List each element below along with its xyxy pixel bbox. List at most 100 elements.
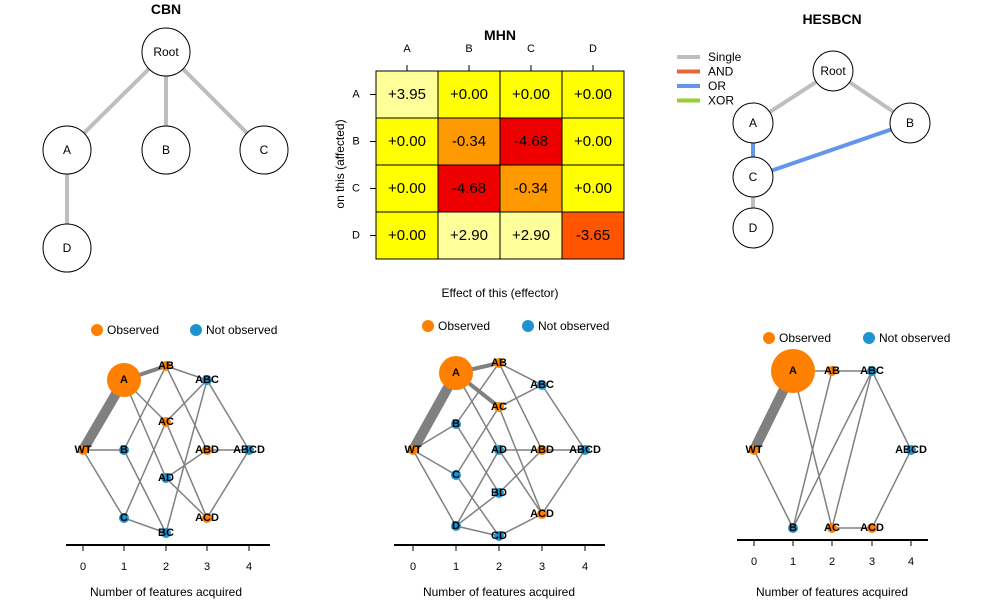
mhn-cell-label: -4.68 (452, 180, 486, 197)
genotype-label-abc: ABC (860, 365, 884, 377)
transition-edge-wt-d (412, 449, 457, 527)
mhn-cell-dc (499, 211, 563, 260)
mhn-panel: MHN +3.95 +0.00 +0.00 +0.00+0.00 -0.34 -4.68 +… (333, 27, 625, 300)
genotype-node-ac (827, 523, 837, 533)
genotype-node-acd (867, 523, 877, 533)
legend-label-and: AND (708, 65, 734, 79)
x-axis-tick-label: 2 (496, 561, 502, 573)
mhn-cell-cd (561, 164, 625, 213)
observed-legend-dot (91, 324, 103, 336)
mhn-row-label: D (352, 230, 360, 242)
genotype-node-acd (202, 513, 212, 523)
genotype-label-ad: AD (158, 472, 174, 484)
transition-edge-c-ac (123, 421, 167, 519)
not-observed-legend-dot (190, 324, 202, 336)
hesbcn-node-label-c: C (749, 170, 758, 184)
genotype-node-wt (749, 445, 759, 455)
transition-edge-b-bc (123, 449, 167, 534)
hesbcn-node-label-b: B (906, 116, 914, 130)
hesbcn-node-label-a: A (749, 116, 757, 130)
cbn-node-a (42, 125, 92, 175)
hesbcn-edge-root-a (768, 80, 818, 114)
genotype-label-wt: WT (74, 444, 91, 456)
transition-edge-ad-acd (498, 449, 543, 515)
genotype-label-a: A (120, 374, 128, 386)
genotype-label-ac: AC (824, 522, 840, 534)
cbn-node-d (42, 223, 92, 273)
transition-edge-wt-c (82, 449, 125, 519)
genotype-label-abd: ABD (195, 444, 219, 456)
mhn-cell-label: +2.90 (450, 227, 488, 244)
genotype-node-b (119, 445, 129, 455)
transition-edge-ac-abc (831, 370, 873, 529)
cbn-node-c (239, 125, 289, 175)
not-observed-legend-dot (863, 332, 875, 344)
hesbcn-edges (751, 80, 895, 208)
transition-edge-ac-acd (165, 421, 208, 519)
mhn-cell-label: +0.00 (388, 227, 426, 244)
genotype-node-acd (537, 509, 547, 519)
genotype-node-ad (161, 473, 171, 483)
x-axis-label: Number of features acquired (756, 585, 908, 599)
genotype-label-b: B (120, 444, 128, 456)
mhn-col-label: B (465, 43, 472, 55)
graph-edges (78, 364, 250, 534)
hesbcn-node-b (889, 102, 931, 144)
mhn-cells: +3.95 +0.00 +0.00 +0.00 +0.00 -0.34 -4.68 +0.00… (375, 70, 625, 260)
transition-edge-b-ab (792, 370, 833, 529)
transition-graph-1: Observed Not observedWTABCABACADBCABCABDA… (66, 323, 277, 599)
transition-edge-abc-abcd (541, 384, 586, 451)
x-axis-tick-label: 1 (790, 556, 796, 568)
transition-edge-ad-abd (165, 449, 208, 479)
genotype-label-ab: AB (824, 365, 840, 377)
mhn-title: MHN (484, 27, 516, 43)
genotype-node-b (788, 523, 798, 533)
genotype-node-bd (494, 488, 504, 498)
transition-edge-d-ad (455, 449, 500, 527)
genotype-node-abcd (906, 445, 916, 455)
transition-edge-bc-abc (165, 379, 208, 534)
genotype-node-abcd (580, 445, 590, 455)
genotype-label-ac: AC (158, 416, 174, 428)
legend-label-or: OR (708, 79, 726, 93)
genotype-label-a: A (789, 365, 797, 377)
cbn-node-label-a: A (63, 143, 71, 157)
genotype-label-ab: AB (158, 360, 174, 372)
transition-edge-ab-abd (165, 365, 208, 451)
mhn-axes: A B C D A B C D (352, 43, 597, 242)
mhn-xlabel: Effect of this (effector) (442, 286, 559, 300)
hesbcn-node-c (732, 156, 774, 198)
genotype-node-abd (202, 445, 212, 455)
cbn-panel: CBN Root A B C D (42, 1, 289, 273)
genotype-label-b: B (452, 418, 460, 430)
observed-legend-label: Observed (107, 323, 159, 337)
mhn-row-label: B (352, 136, 359, 148)
mhn-cell-ac (499, 70, 563, 119)
genotype-label-c: C (120, 512, 128, 524)
hesbcn-node-root (812, 50, 854, 92)
mhn-cell-label: -3.65 (576, 227, 610, 244)
hesbcn-node-a (732, 102, 774, 144)
not-observed-legend-label: Not observed (206, 323, 277, 337)
x-axis-tick-label: 2 (163, 561, 169, 573)
x-axis-tick-label: 2 (829, 556, 835, 568)
mhn-cell-ba (375, 117, 439, 166)
mhn-cell-label: +2.90 (512, 227, 550, 244)
x-axis-label: Number of features acquired (90, 585, 242, 599)
hesbcn-node-label-d: D (749, 221, 758, 235)
cbn-edge-root-a (82, 67, 151, 135)
genotype-label-ad: AD (491, 444, 507, 456)
x-axis-tick-label: 3 (869, 556, 875, 568)
cbn-node-label-c: C (260, 143, 269, 157)
transition-edge-cd-acd (498, 513, 543, 537)
genotype-node-a (771, 349, 815, 393)
genotype-label-bd: BD (491, 487, 507, 499)
mhn-row-label: C (352, 183, 360, 195)
hesbcn-node-d (732, 207, 774, 249)
genotype-node-wt (78, 445, 88, 455)
mhn-cell-bc (499, 117, 563, 166)
hesbcn-edge-root-b (848, 80, 895, 114)
